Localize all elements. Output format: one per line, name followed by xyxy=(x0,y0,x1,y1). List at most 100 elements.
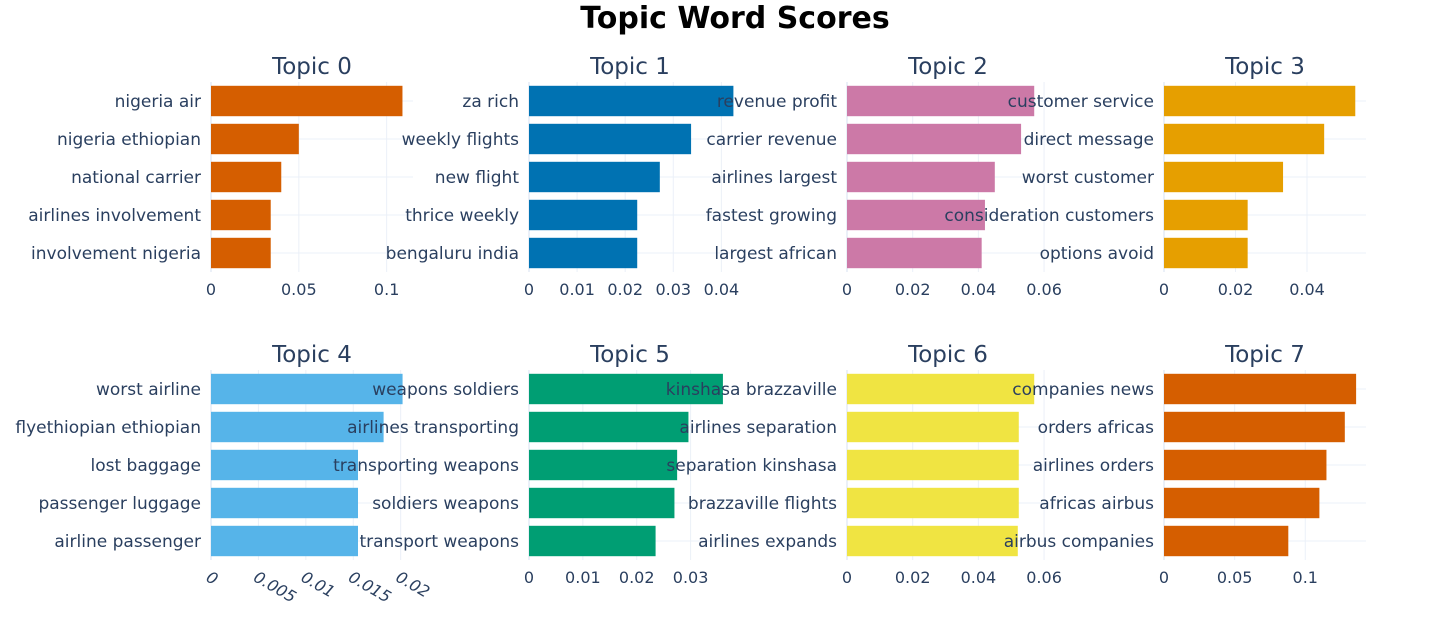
bar xyxy=(211,161,282,193)
category-label: airlines largest xyxy=(711,168,837,188)
bar xyxy=(211,449,358,481)
category-label: za rich xyxy=(462,92,519,112)
category-label: transport weapons xyxy=(359,532,519,552)
bar xyxy=(847,85,1035,117)
bar xyxy=(847,237,982,269)
x-tick-label: 0 xyxy=(206,280,216,299)
bar xyxy=(847,525,1018,557)
x-tick-label: 0 xyxy=(842,280,852,299)
bar xyxy=(1164,449,1327,481)
category-label: consideration customers xyxy=(944,206,1154,226)
bar xyxy=(529,373,723,405)
x-tick-label: 0.02 xyxy=(619,568,655,587)
bar xyxy=(847,449,1019,481)
bar xyxy=(847,487,1019,519)
bar xyxy=(529,449,678,481)
x-tick-label: 0 xyxy=(524,568,534,587)
bar xyxy=(529,199,638,231)
category-label: transporting weapons xyxy=(333,456,519,476)
x-tick-label: 0.02 xyxy=(607,280,643,299)
x-tick-label: 0.03 xyxy=(673,568,709,587)
x-tick-label: 0.04 xyxy=(1289,280,1325,299)
bar xyxy=(211,237,271,269)
x-tick-label: 0.01 xyxy=(565,568,601,587)
category-label: carrier revenue xyxy=(706,130,837,150)
category-label: largest african xyxy=(714,244,837,264)
category-label: airbus companies xyxy=(1004,532,1154,552)
category-label: airlines transporting xyxy=(347,418,519,438)
category-label: weekly flights xyxy=(402,130,520,150)
x-tick-label: 0.04 xyxy=(961,280,997,299)
bar xyxy=(211,411,384,443)
x-tick-label: 0.02 xyxy=(1218,280,1254,299)
panel-topic-7: Topic 7 companies news orders africas airli… xyxy=(1004,342,1366,587)
category-label: kinshasa brazzaville xyxy=(666,380,837,400)
bar xyxy=(529,411,689,443)
x-tick-label: 0.005 xyxy=(250,567,299,606)
x-tick-label: 0 xyxy=(524,280,534,299)
bar xyxy=(847,199,985,231)
panel-title: Topic 3 xyxy=(1224,54,1305,80)
x-tick-label: 0 xyxy=(842,568,852,587)
category-label: worst airline xyxy=(96,380,201,400)
category-label: new flight xyxy=(435,168,520,188)
bar xyxy=(529,85,734,117)
panel-topic-6: Topic 6 kinshasa brazzaville airlines sepa… xyxy=(666,342,1062,587)
bar xyxy=(847,161,995,193)
category-label: direct message xyxy=(1024,130,1154,150)
x-tick-label: 0 xyxy=(203,567,221,589)
category-label: customer service xyxy=(1008,92,1154,112)
x-tick-label: 0.05 xyxy=(1217,568,1253,587)
category-label: airlines separation xyxy=(679,418,837,438)
panels-group: Topic 0 nigeria air nigeria ethiopian natio… xyxy=(15,54,1366,607)
category-label: airlines expands xyxy=(698,532,837,552)
category-label: soldiers weapons xyxy=(372,494,519,514)
category-label: airline passenger xyxy=(54,532,201,552)
category-label: bengaluru india xyxy=(386,244,519,264)
category-label: africas airbus xyxy=(1039,494,1154,514)
x-tick-label: 0.015 xyxy=(345,567,394,606)
x-tick-label: 0.01 xyxy=(298,567,338,601)
panel-title: Topic 2 xyxy=(907,54,988,80)
panel-title: Topic 5 xyxy=(589,342,670,368)
bar xyxy=(1164,199,1248,231)
panel-topic-1: Topic 1 za rich weekly flights new flight th… xyxy=(386,54,740,299)
panel-title: Topic 0 xyxy=(271,54,352,80)
category-label: airlines orders xyxy=(1033,456,1154,476)
x-tick-label: 0.02 xyxy=(393,567,433,601)
category-label: weapons soldiers xyxy=(372,380,519,400)
bar xyxy=(847,373,1035,405)
x-tick-label: 0.06 xyxy=(1026,568,1062,587)
bar xyxy=(529,525,656,557)
bar xyxy=(1164,373,1357,405)
category-label: national carrier xyxy=(71,168,201,188)
category-label: nigeria air xyxy=(115,92,201,112)
x-tick-label: 0.04 xyxy=(961,568,997,587)
x-tick-label: 0.04 xyxy=(704,280,740,299)
category-label: fastest growing xyxy=(706,206,837,226)
bar xyxy=(847,123,1022,155)
bar xyxy=(529,123,692,155)
category-label: orders africas xyxy=(1038,418,1154,438)
bar xyxy=(211,199,271,231)
x-tick-label: 0.1 xyxy=(374,280,399,299)
bar xyxy=(211,487,358,519)
panel-topic-2: Topic 2 revenue profit carrier revenue airl… xyxy=(706,54,1062,299)
bar xyxy=(1164,487,1320,519)
x-tick-label: 0.05 xyxy=(281,280,317,299)
bar xyxy=(529,161,660,193)
panel-topic-5: Topic 5 weapons soldiers airlines transpor… xyxy=(333,342,731,587)
category-label: nigeria ethiopian xyxy=(57,130,201,150)
panel-title: Topic 7 xyxy=(1224,342,1305,368)
category-label: flyethiopian ethiopian xyxy=(15,418,201,438)
x-tick-label: 0 xyxy=(1159,280,1169,299)
bar xyxy=(847,411,1019,443)
panel-title: Topic 1 xyxy=(589,54,670,80)
x-tick-label: 0.03 xyxy=(655,280,691,299)
category-label: brazzaville flights xyxy=(688,494,837,514)
bar xyxy=(1164,161,1284,193)
category-label: lost baggage xyxy=(90,456,201,476)
bar xyxy=(529,237,638,269)
bar xyxy=(1164,85,1356,117)
bar xyxy=(1164,411,1345,443)
